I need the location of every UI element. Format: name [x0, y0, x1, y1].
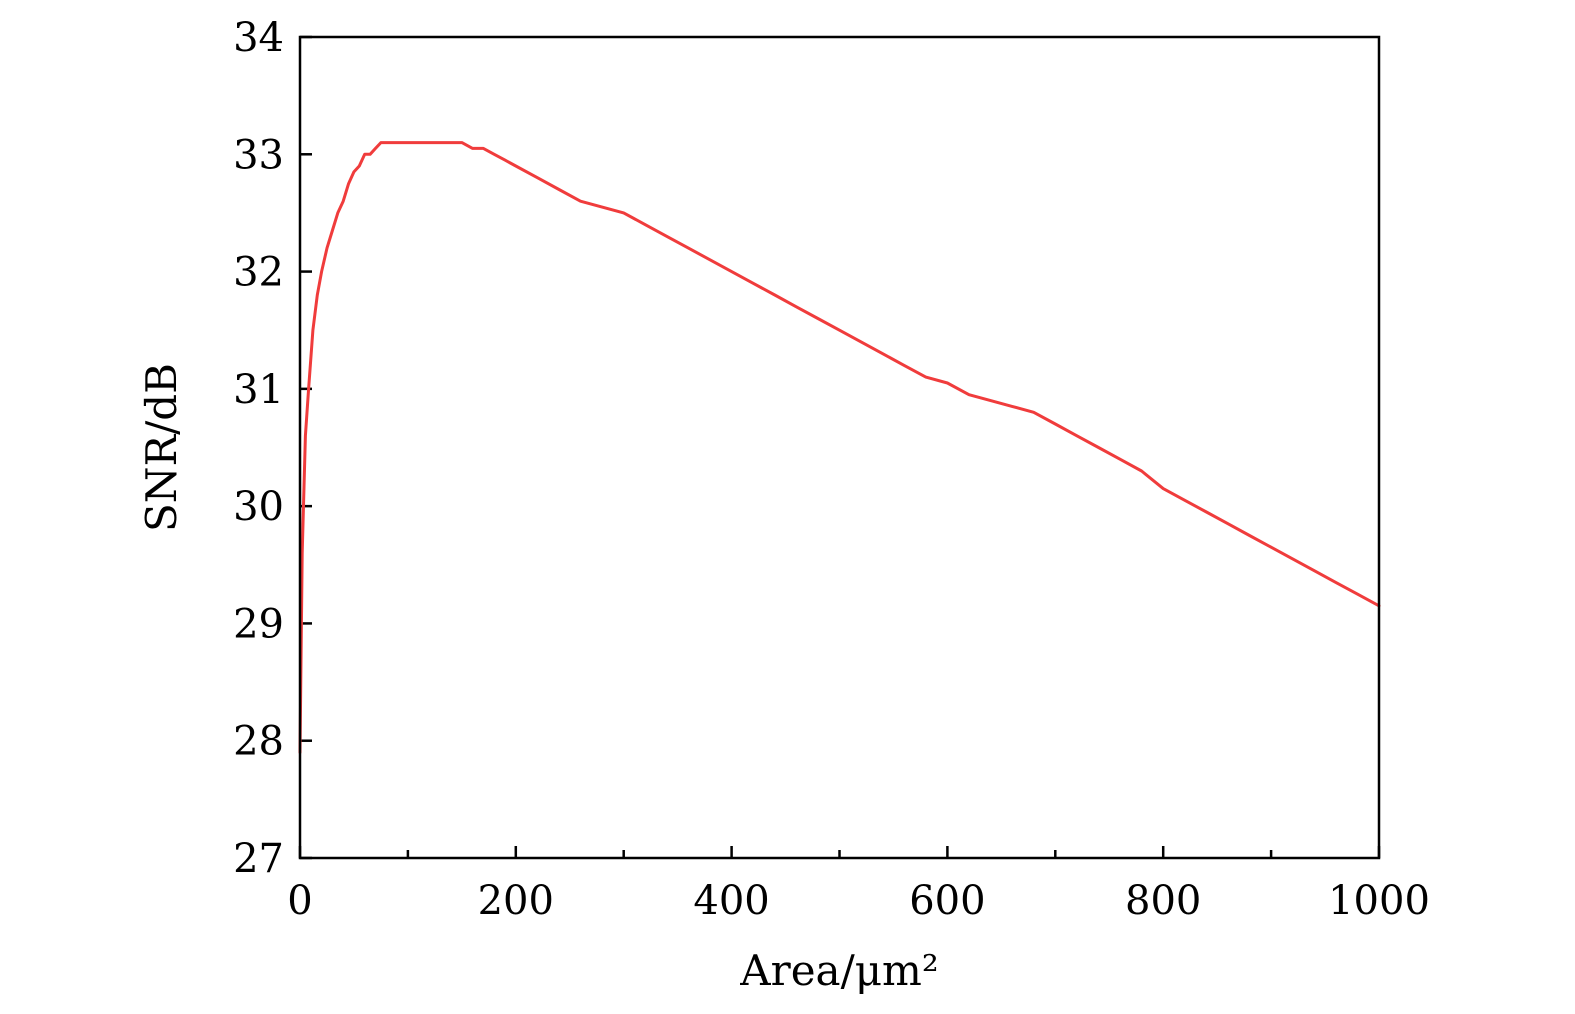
- y-tick-label: 27: [233, 836, 284, 882]
- x-tick-label: 0: [287, 878, 312, 924]
- x-tick-label: 800: [1125, 878, 1201, 924]
- x-tick-label: 200: [478, 878, 554, 924]
- y-tick-label: 33: [233, 132, 284, 178]
- y-axis-tick-labels: 27 28 29 30 31 32 33 34: [233, 15, 284, 882]
- y-tick-label: 34: [233, 15, 284, 61]
- x-tick-label: 600: [909, 878, 985, 924]
- y-tick-label: 29: [233, 601, 284, 647]
- snr-series-line: [298, 141, 1381, 754]
- x-tick-label: 400: [693, 878, 769, 924]
- x-axis-ticks: [298, 846, 1381, 858]
- x-axis-label: Area/μm²: [739, 946, 938, 995]
- y-tick-label: 32: [233, 250, 284, 296]
- y-tick-label: 30: [233, 484, 284, 530]
- y-axis-label: SNR/dB: [137, 363, 186, 532]
- plot-area-frame: [298, 35, 1381, 860]
- x-tick-label: 1000: [1328, 878, 1430, 924]
- y-tick-label: 28: [233, 719, 284, 765]
- x-axis-tick-labels: 0 200 400 600 800 1000: [287, 878, 1430, 924]
- y-tick-label: 31: [233, 367, 284, 413]
